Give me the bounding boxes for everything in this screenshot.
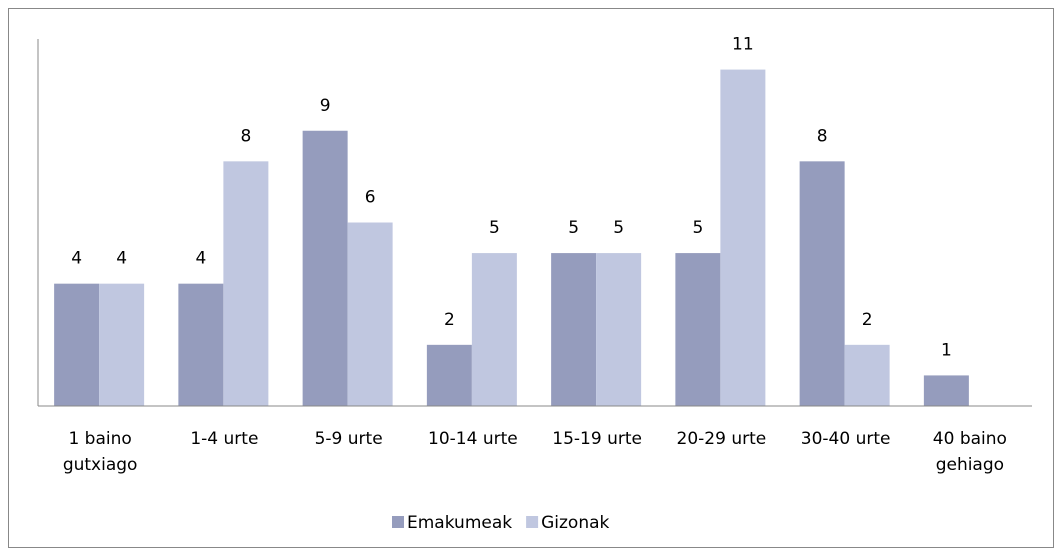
- x-tick-label: 30-40 urte: [800, 429, 891, 449]
- bar: [675, 253, 721, 406]
- legend-label: Emakumeak: [407, 513, 512, 533]
- x-tick-label: 40 baino gehiago: [932, 429, 1007, 475]
- data-label: 5: [568, 218, 579, 238]
- x-tick-label: 20-29 urte: [676, 429, 767, 449]
- data-label: 4: [195, 249, 206, 269]
- data-label: 8: [240, 126, 251, 146]
- chart-frame: [8, 8, 1054, 548]
- data-label: 2: [862, 310, 873, 330]
- bar: [844, 344, 890, 406]
- bar: [923, 375, 969, 406]
- legend-swatch: [392, 516, 404, 528]
- bar: [99, 283, 145, 406]
- data-label: 4: [116, 249, 127, 269]
- legend-label: Gizonak: [541, 513, 609, 533]
- x-tick-label: 10-14 urte: [428, 429, 518, 449]
- bar: [799, 161, 845, 406]
- data-label: 11: [732, 35, 754, 55]
- x-tick-label: 1-4 urte: [190, 429, 259, 449]
- data-label: 5: [613, 218, 624, 238]
- data-label: 8: [817, 126, 828, 146]
- legend-swatch: [526, 516, 539, 528]
- bar: [347, 222, 393, 406]
- bar: [302, 130, 348, 406]
- bar: [178, 283, 224, 406]
- data-label: 5: [692, 218, 703, 238]
- bar: [54, 283, 100, 406]
- x-tick-label: 1 baino gutxiago: [62, 429, 138, 475]
- bar: [720, 69, 766, 406]
- bar: [471, 253, 517, 406]
- data-label: 6: [365, 188, 376, 208]
- bar: [596, 253, 642, 406]
- x-tick-label: 15-19 urte: [552, 429, 642, 449]
- x-tick-label: 5-9 urte: [314, 429, 383, 449]
- data-label: 4: [71, 249, 82, 269]
- data-label: 2: [444, 310, 455, 330]
- data-label: 9: [320, 96, 331, 116]
- bar: [223, 161, 269, 406]
- data-label: 5: [489, 218, 500, 238]
- bar: [551, 253, 597, 406]
- bar: [426, 344, 472, 406]
- data-label: 1: [941, 340, 952, 360]
